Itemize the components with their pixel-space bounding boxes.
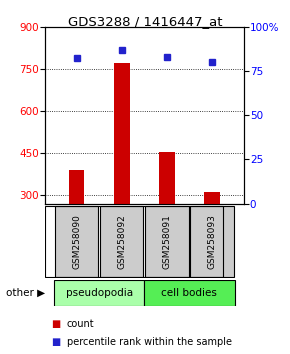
Text: GSM258093: GSM258093 — [208, 214, 217, 269]
Bar — [100, 206, 143, 277]
Bar — [144, 280, 235, 306]
Bar — [114, 63, 130, 204]
Bar — [54, 280, 144, 306]
Bar — [145, 206, 188, 277]
Text: GDS3288 / 1416447_at: GDS3288 / 1416447_at — [68, 15, 222, 28]
Bar — [55, 206, 98, 277]
Text: count: count — [67, 319, 94, 329]
Bar — [45, 206, 223, 277]
Text: ■: ■ — [51, 337, 60, 347]
Text: GSM258090: GSM258090 — [72, 214, 81, 269]
Text: ■: ■ — [51, 319, 60, 329]
Bar — [204, 192, 220, 204]
Bar — [190, 206, 234, 277]
Text: GSM258092: GSM258092 — [117, 214, 126, 269]
Text: cell bodies: cell bodies — [162, 288, 218, 298]
Text: GSM258091: GSM258091 — [162, 214, 171, 269]
Bar — [69, 170, 84, 204]
Text: other ▶: other ▶ — [6, 288, 45, 298]
Bar — [159, 152, 175, 204]
Text: pseudopodia: pseudopodia — [66, 288, 133, 298]
Text: percentile rank within the sample: percentile rank within the sample — [67, 337, 232, 347]
